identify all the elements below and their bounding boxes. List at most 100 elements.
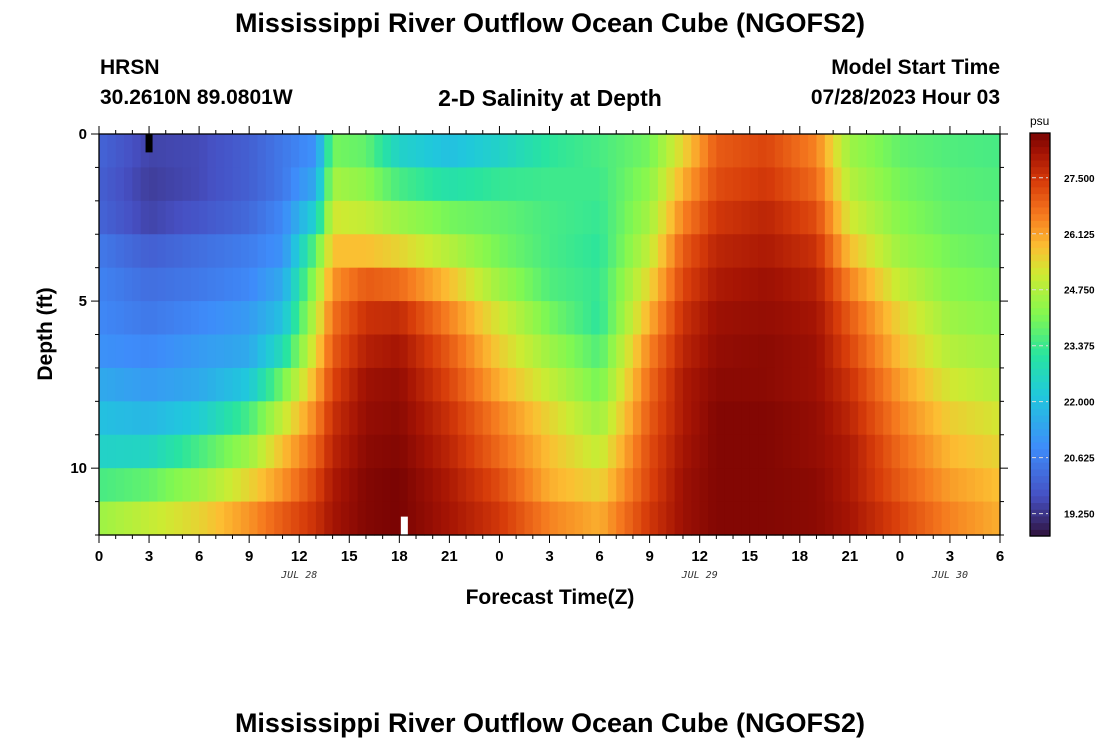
heatmap-cell [290,301,300,336]
heatmap-cell [708,200,717,235]
heatmap-cell [816,367,826,402]
heatmap-cell [974,267,984,302]
heatmap-cell [666,501,676,536]
heatmap-cell [441,200,450,235]
heatmap-cell [916,134,926,169]
heatmap-cell [874,501,884,536]
heatmap-cell [816,200,826,235]
heatmap-cell [174,401,184,436]
heatmap-cell [299,167,309,202]
heatmap-cell [591,234,601,269]
heatmap-cell [808,434,818,469]
heatmap-cell [165,267,175,302]
colorbar-segment [1030,300,1050,309]
heatmap-cell [949,167,959,202]
heatmap-cells [99,134,1001,536]
heatmap-cell [274,501,284,536]
heatmap-cell [240,200,250,235]
heatmap-cell [357,401,367,436]
heatmap-cell [616,234,626,269]
heatmap-cell [816,334,826,369]
heatmap-cell [941,167,951,202]
heatmap-cell [799,167,809,202]
heatmap-cell [916,501,926,536]
heatmap-cell [774,367,784,402]
heatmap-cell [983,468,993,503]
heatmap-cell [474,234,484,269]
heatmap-cell [799,367,809,402]
heatmap-cell [849,200,859,235]
colorbar-segment [1030,455,1050,463]
heatmap-cell [933,334,943,369]
heatmap-cell [607,401,617,436]
heatmap-cell [282,267,292,302]
heatmap-cell [257,234,267,269]
heatmap-cell [991,468,1001,503]
heatmap-cell [541,267,551,302]
heatmap-cell [599,200,609,235]
heatmap-cell [282,468,292,503]
heatmap-cell [657,301,667,336]
heatmap-cell [624,367,634,402]
heatmap-cell [616,434,626,469]
heatmap-cell [891,134,901,169]
heatmap-cell [874,401,884,436]
heatmap-cell [124,434,133,469]
heatmap-cell [958,234,968,269]
heatmap-cell [874,234,884,269]
heatmap-cell [240,267,250,302]
heatmap-cell [215,468,225,503]
heatmap-cell [449,267,459,302]
heatmap-cell [290,334,300,369]
heatmap-cell [290,134,300,169]
heatmap-cell [908,367,918,402]
heatmap-cell [632,167,642,202]
heatmap-cell [124,134,133,169]
heatmap-cell [149,200,158,235]
heatmap-cell [557,367,567,402]
model-start-label: Model Start Time [831,56,1000,79]
heatmap-cell [749,167,759,202]
heatmap-cell [983,200,993,235]
heatmap-cell [190,301,200,336]
heatmap-cell [657,167,667,202]
colorbar-segment [1030,388,1050,396]
heatmap-cell [749,134,759,169]
heatmap-cell [607,334,617,369]
heatmap-cell [299,501,309,536]
heatmap-cell [758,267,767,302]
heatmap-cell [232,234,242,269]
heatmap-cell [599,267,609,302]
heatmap-cell [441,501,450,536]
x-tick-label: 6 [996,548,1004,565]
heatmap-cell [891,401,901,436]
heatmap-cell [474,334,484,369]
heatmap-cell [641,134,651,169]
heatmap-cell [666,267,676,302]
heatmap-cell [599,234,609,269]
heatmap-cell [899,134,909,169]
heatmap-cell [566,267,576,302]
heatmap-cell [149,134,158,169]
heatmap-cell [574,468,584,503]
heatmap-cell [516,200,526,235]
heatmap-cell [215,200,225,235]
heatmap-cell [482,134,492,169]
heatmap-cell [916,434,926,469]
heatmap-cell [174,501,184,536]
heatmap-cell [657,434,667,469]
heatmap-cell [682,167,692,202]
heatmap-cell [265,501,275,536]
heatmap-cell [549,267,559,302]
heatmap-cell [774,234,784,269]
colorbar-segment [1030,341,1050,349]
heatmap-cell [524,401,534,436]
heatmap-cell [766,200,776,235]
heatmap-cell [733,267,742,302]
heatmap-cell [958,301,968,336]
heatmap-cell [549,234,559,269]
heatmap-cell [232,267,242,302]
heatmap-cell [224,167,234,202]
heatmap-cell [758,468,767,503]
colorbar-segment [1030,227,1050,235]
